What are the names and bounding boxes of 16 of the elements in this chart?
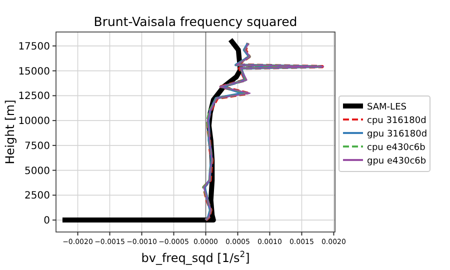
x-axis-title: bv_freq_sqd [1/s$^{2}$]	[141, 249, 250, 265]
legend-label: cpu 316180d	[367, 116, 426, 126]
y-tick-label: 0	[44, 216, 50, 227]
y-tick-label: 17500	[18, 41, 50, 52]
y-tick-label: 2500	[24, 190, 50, 202]
y-axis-title: Height [m]	[3, 100, 17, 164]
y-tick-label: 7500	[24, 140, 50, 152]
chart-title: Brunt-Vaisala frequency squared	[94, 14, 298, 29]
legend-label: gpu e430c6b	[367, 156, 426, 166]
y-tick-label: 12500	[18, 91, 50, 102]
legend-label: cpu e430c6b	[367, 143, 426, 153]
y-tick-label: 5000	[24, 166, 50, 177]
legend-label: gpu 316180d	[367, 130, 428, 140]
legend-label: SAM-LES	[367, 102, 407, 112]
y-tick-label: 15000	[18, 66, 50, 78]
y-tick-label: 10000	[18, 116, 50, 128]
